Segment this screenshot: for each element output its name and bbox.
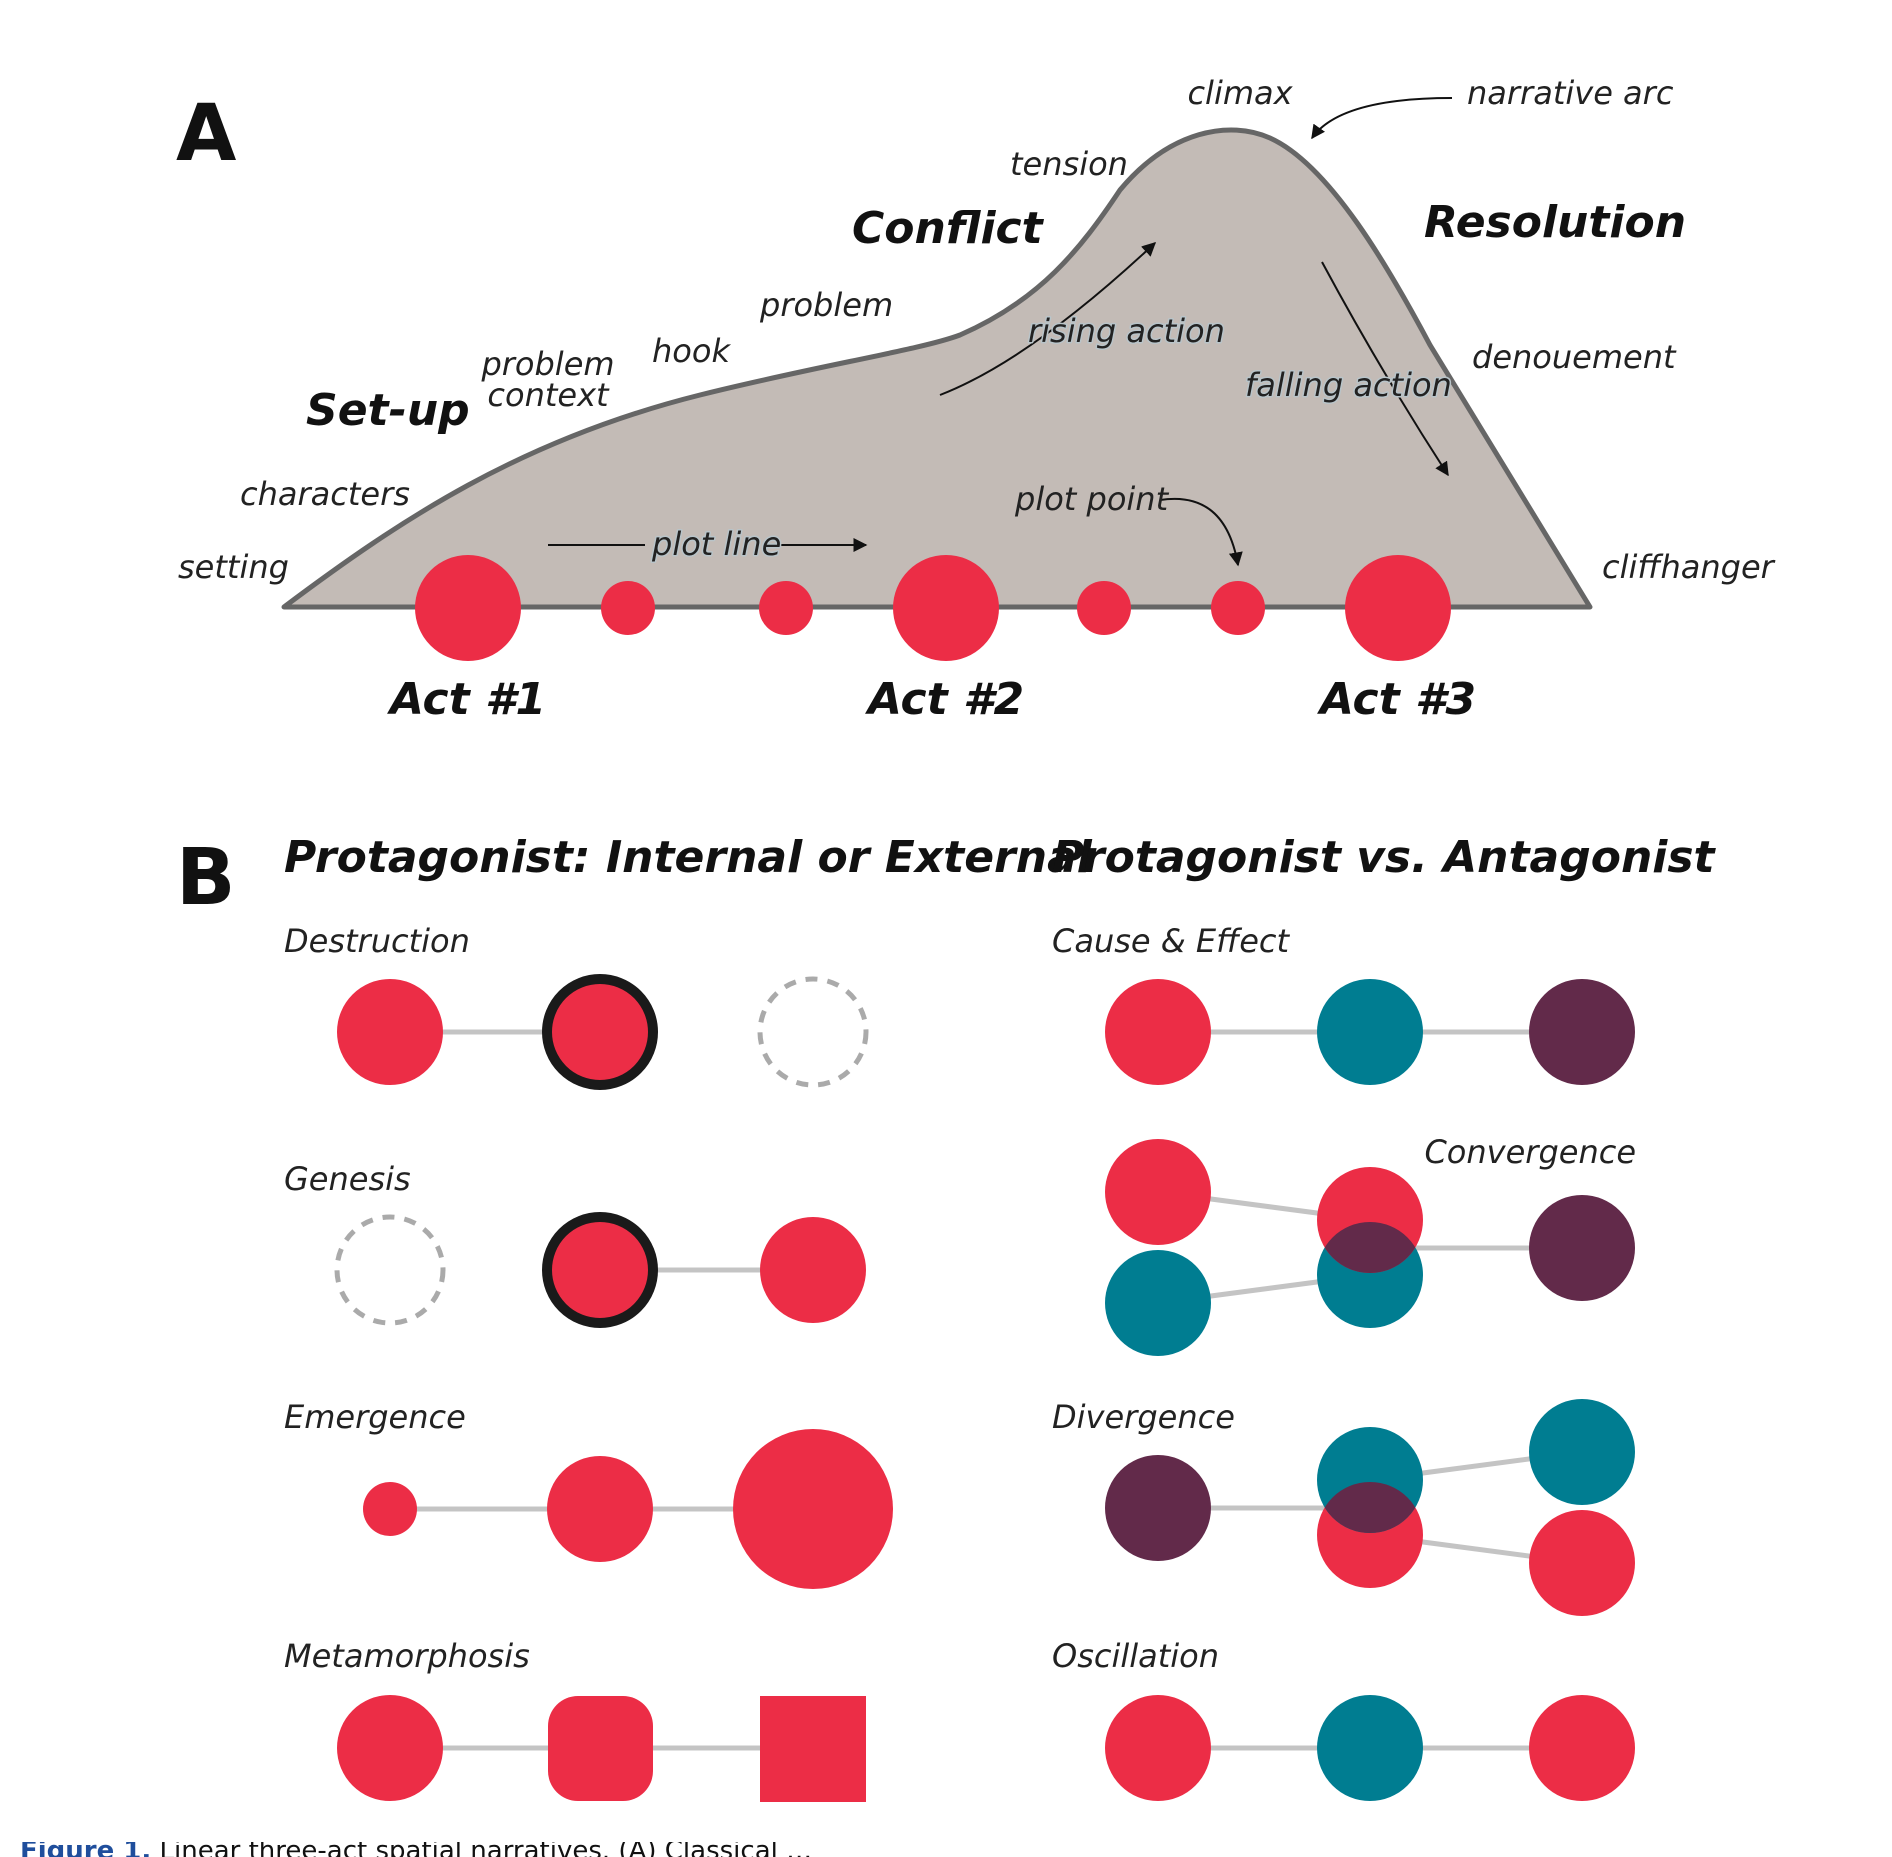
left-column-title: Protagonist: Internal or External (284, 832, 1093, 883)
panel-a: A Set-up Conflict Resolution Act #1 Act … (176, 74, 1776, 725)
emergence-pattern (363, 1429, 893, 1589)
red-node (1105, 1139, 1211, 1245)
plot-point-node (1211, 581, 1265, 635)
red-node (760, 1217, 866, 1323)
genesis-pattern (334, 1212, 866, 1328)
plot-line-label: plot line (651, 525, 781, 563)
oscillation-pattern (1105, 1695, 1635, 1801)
red-node (1105, 979, 1211, 1085)
act-2-label: Act #2 (865, 674, 1024, 725)
caption-text: Linear three-act spatial narratives. (A)… (159, 1842, 813, 1857)
destruction-pattern (337, 974, 869, 1090)
plot-point-label: plot point (1014, 480, 1170, 518)
plot-beat-node (759, 581, 813, 635)
problem-label: problem (759, 286, 893, 324)
panel-b: B Protagonist: Internal or External Prot… (176, 832, 1717, 1802)
plot-point-arrow (1159, 497, 1243, 567)
teal-node (1317, 1695, 1423, 1801)
setup-label: Set-up (306, 385, 470, 436)
cause-effect-label: Cause & Effect (1052, 922, 1290, 960)
falling-action-label: falling action (1245, 366, 1452, 404)
rising-action-label: rising action (1028, 312, 1225, 350)
act-3-label: Act #3 (1317, 674, 1476, 725)
large-red-node (733, 1429, 893, 1589)
conflict-label: Conflict (852, 203, 1045, 254)
red-node (1529, 1695, 1635, 1801)
red-node (337, 979, 443, 1085)
figure-caption: Figure 1. Linear three-act spatial narra… (0, 1842, 1892, 1857)
red-node-outlined (542, 1212, 658, 1328)
right-column-title: Protagonist vs. Antagonist (1052, 832, 1717, 883)
narrative-arc-shape (281, 127, 1593, 610)
plum-node (1105, 1455, 1211, 1561)
rising-action-arrow (939, 242, 1157, 396)
problem-context-label-line1: problem (480, 345, 614, 383)
oscillation-label: Oscillation (1052, 1637, 1219, 1675)
denouement-label: denouement (1472, 338, 1677, 376)
red-circle-node (337, 1695, 443, 1801)
red-node-outlined (542, 974, 658, 1090)
resolution-label: Resolution (1424, 197, 1686, 248)
metamorphosis-pattern (337, 1695, 866, 1802)
characters-label: characters (240, 475, 410, 513)
cause-effect-pattern (1105, 979, 1635, 1085)
plot-beat-node (601, 581, 655, 635)
red-square-node (760, 1696, 866, 1802)
hook-label: hook (652, 332, 731, 370)
teal-node (1529, 1399, 1635, 1505)
figure-number: Figure 1. (20, 1842, 152, 1857)
emergence-label: Emergence (284, 1398, 466, 1436)
red-node (1105, 1695, 1211, 1801)
problem-context-label-line2: context (487, 376, 610, 414)
act-1-node (415, 555, 521, 661)
metamorphosis-label: Metamorphosis (284, 1637, 530, 1675)
divergence-pattern (1105, 1399, 1635, 1616)
plum-node (1529, 979, 1635, 1085)
panel-b-letter: B (176, 833, 235, 923)
teal-node (1317, 979, 1423, 1085)
act-1-label: Act #1 (387, 674, 546, 725)
convergence-pattern (1105, 1139, 1635, 1356)
cliffhanger-label: cliffhanger (1602, 548, 1776, 586)
narrative-arc-label: narrative arc (1467, 74, 1674, 112)
split-overlap (1317, 1482, 1423, 1533)
panel-a-letter: A (176, 89, 236, 179)
climax-label: climax (1187, 74, 1293, 112)
empty-dashed-node (334, 1214, 446, 1326)
narrative-arc-arrow (1311, 97, 1453, 140)
genesis-label: Genesis (284, 1160, 411, 1198)
tension-label: tension (1010, 145, 1128, 183)
act-3-node (1345, 555, 1451, 661)
falling-action-arrow (1321, 261, 1449, 477)
plum-node (1529, 1195, 1635, 1301)
empty-dashed-node (757, 976, 869, 1088)
destruction-label: Destruction (284, 922, 470, 960)
divergence-label: Divergence (1052, 1398, 1235, 1436)
medium-red-node (547, 1456, 653, 1562)
red-node (1529, 1510, 1635, 1616)
setting-label: setting (178, 548, 289, 586)
convergence-label: Convergence (1424, 1133, 1636, 1171)
red-rounded-square-node (548, 1696, 653, 1801)
act-2-node (893, 555, 999, 661)
plot-beat-node (1077, 581, 1131, 635)
small-red-node (363, 1482, 417, 1536)
merged-overlap (1317, 1222, 1423, 1273)
teal-node (1105, 1250, 1211, 1356)
